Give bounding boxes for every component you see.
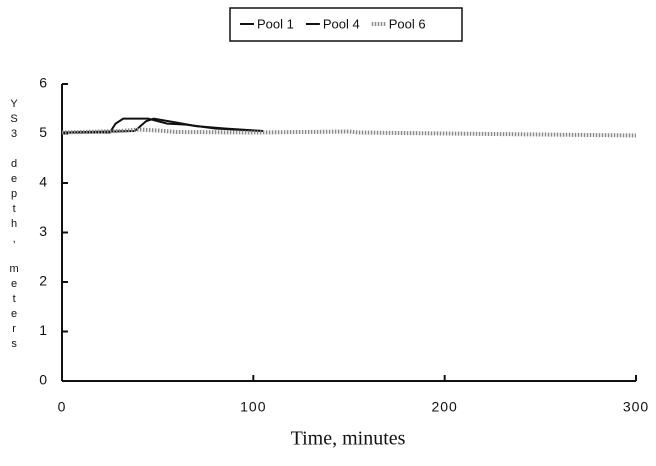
x-tick-label: 0 [58, 399, 67, 415]
legend-label: Pool 4 [323, 16, 360, 31]
y-tick-label: 2 [39, 273, 48, 289]
data-line [61, 117, 263, 134]
y-tick-label: 4 [39, 174, 48, 190]
x-tick-label: 200 [431, 399, 457, 415]
y-tick-label: 5 [39, 124, 48, 140]
legend-label: Pool 1 [257, 16, 294, 31]
y-tick-label: 3 [39, 223, 48, 239]
legend-box [229, 7, 463, 42]
legend-label: Pool 6 [389, 16, 426, 31]
data-line [61, 127, 637, 138]
y-tick-label: 6 [39, 75, 48, 91]
x-axis-label: Time, minutes [291, 428, 406, 450]
x-tick-label: 300 [623, 399, 649, 415]
x-tick-label: 100 [240, 399, 266, 415]
y-axis-label: YS3 depth, meters [8, 98, 20, 353]
y-tick-label: 1 [39, 322, 48, 338]
y-tick-label: 0 [39, 372, 48, 388]
